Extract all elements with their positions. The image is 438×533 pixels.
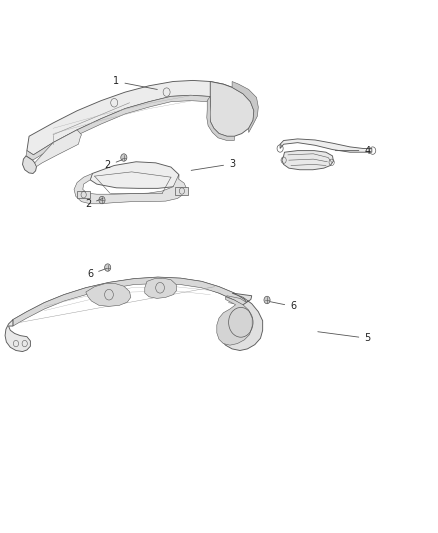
Polygon shape: [207, 96, 234, 141]
Circle shape: [105, 264, 111, 271]
Polygon shape: [74, 173, 186, 204]
Polygon shape: [90, 162, 179, 188]
Text: 5: 5: [318, 332, 371, 343]
Polygon shape: [22, 156, 36, 173]
Text: 2: 2: [85, 198, 103, 209]
Text: 2: 2: [105, 159, 123, 171]
Polygon shape: [232, 82, 258, 133]
Circle shape: [99, 196, 105, 204]
Text: 4: 4: [336, 146, 371, 156]
Polygon shape: [145, 278, 177, 298]
Polygon shape: [219, 293, 263, 351]
Polygon shape: [13, 277, 250, 325]
Polygon shape: [27, 80, 232, 155]
Polygon shape: [26, 95, 223, 160]
Polygon shape: [5, 320, 30, 352]
Circle shape: [121, 154, 127, 161]
Polygon shape: [280, 139, 372, 152]
Polygon shape: [86, 284, 131, 306]
Bar: [77, 191, 90, 198]
Polygon shape: [35, 130, 81, 166]
Circle shape: [264, 296, 270, 304]
Polygon shape: [282, 151, 333, 169]
Text: 6: 6: [270, 301, 296, 311]
Polygon shape: [13, 277, 250, 326]
Bar: [175, 187, 188, 195]
Polygon shape: [217, 297, 252, 345]
Polygon shape: [209, 82, 254, 136]
Text: 6: 6: [87, 269, 106, 279]
Text: 3: 3: [191, 159, 235, 171]
Text: 1: 1: [113, 77, 157, 90]
